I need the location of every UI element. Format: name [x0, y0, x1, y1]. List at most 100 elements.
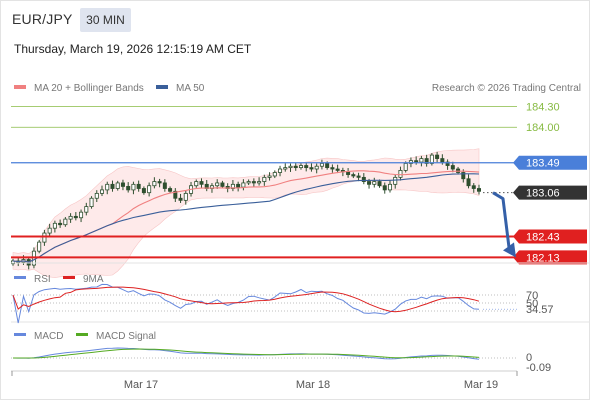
rsi-line — [12, 283, 480, 324]
x-axis-label: Mar 19 — [464, 379, 498, 391]
timeframe-button[interactable]: 30 MIN — [80, 8, 131, 32]
ma20-legend-label: MA 20 + Bollinger Bands — [34, 83, 144, 94]
candle-body — [267, 175, 272, 178]
candle-body — [168, 188, 173, 192]
candle-body — [47, 227, 52, 234]
candle-body — [450, 165, 455, 170]
macd-signal-line — [13, 348, 480, 359]
candle-body — [58, 222, 63, 226]
candle-body — [335, 168, 340, 171]
candle-body — [89, 197, 94, 208]
candle-body — [110, 183, 115, 189]
price-levels: 184.30 184.00 183.49 183.06 182.43 182.13 — [11, 101, 587, 265]
rsi-legend-swatch — [14, 276, 26, 279]
level-label-support: 182.43 — [526, 232, 560, 244]
rsi-last-label: 34.57 — [526, 304, 554, 316]
candle-body — [330, 167, 335, 170]
candle-body — [272, 172, 277, 177]
candle-body — [398, 170, 403, 178]
candle-body — [94, 192, 99, 199]
candle-body — [476, 188, 481, 192]
candle-body — [52, 222, 57, 229]
ma50-legend-swatch — [156, 85, 168, 89]
candle-body — [73, 215, 78, 219]
candle-body — [220, 182, 225, 187]
candle-body — [147, 185, 152, 194]
macd-last-label: -0.09 — [526, 362, 551, 374]
candle-body — [257, 181, 262, 184]
candle-body — [183, 192, 188, 201]
level-label-support: 182.13 — [526, 252, 560, 264]
candle-body — [84, 206, 89, 213]
level-tag-last — [513, 185, 587, 200]
candle-body — [42, 232, 47, 243]
level-tag-support — [513, 250, 587, 265]
candle-body — [199, 181, 204, 185]
ma9-legend-swatch — [63, 276, 75, 279]
candle-body — [246, 181, 251, 184]
candle-body — [68, 215, 73, 220]
candle-body — [419, 158, 424, 163]
rsi-level-label: 70 — [526, 290, 538, 302]
candle-body — [471, 185, 476, 189]
candle-body — [351, 174, 356, 177]
macd-signal-legend-swatch — [76, 333, 88, 336]
candle-body — [157, 181, 162, 184]
candle-body — [262, 176, 267, 182]
candle-body — [251, 181, 256, 184]
macd-signal-legend-label: MACD Signal — [96, 331, 156, 342]
ma50-legend-label: MA 50 — [176, 83, 205, 94]
candle-body — [361, 176, 366, 182]
x-axis-label: Mar 17 — [124, 379, 158, 391]
candle-body — [136, 183, 141, 189]
candle-body — [162, 182, 167, 189]
ma9-legend-label: 9MA — [83, 274, 104, 285]
credit-label: Research © 2026 Trading Central — [432, 83, 581, 94]
candle-body — [377, 181, 382, 187]
candle-body — [105, 183, 110, 191]
candle-body — [309, 167, 314, 170]
candle-body — [414, 160, 419, 163]
candle-body — [173, 190, 178, 199]
candle-body — [79, 211, 84, 219]
macd-legend-swatch — [14, 333, 26, 336]
candle-body — [387, 183, 392, 191]
candle-body — [367, 181, 372, 185]
candle-body — [445, 161, 450, 166]
candle-body — [283, 167, 288, 170]
level-label-pivot: 183.49 — [526, 158, 560, 170]
candle-body — [37, 241, 42, 252]
candle-body — [346, 171, 351, 175]
candle-body — [120, 182, 125, 187]
rsi-legend-label: RSI — [34, 274, 51, 285]
level-label-resistance: 184.30 — [526, 101, 560, 113]
candle-body — [100, 189, 105, 194]
bollinger-band-area — [12, 148, 480, 278]
candle-body — [215, 182, 220, 187]
candle-body — [63, 218, 68, 226]
candle-body — [126, 186, 131, 191]
candle-body — [236, 183, 241, 188]
x-axis: Mar 17 Mar 18 Mar 19 — [11, 371, 518, 391]
candle-body — [356, 175, 361, 178]
candle-body — [178, 197, 183, 201]
candle-body — [319, 163, 324, 167]
x-axis-label: Mar 18 — [296, 379, 330, 391]
macd-legend-label: MACD — [34, 331, 63, 342]
level-label-last: 183.06 — [526, 188, 560, 200]
candle-body — [278, 168, 283, 173]
forecast-arrow-head — [503, 242, 516, 258]
level-label-resistance: 184.00 — [526, 122, 560, 134]
candle-body — [241, 182, 246, 188]
candle-body — [408, 160, 413, 164]
level-tag-pivot — [513, 155, 587, 170]
candle-body — [141, 188, 146, 194]
candle-body — [325, 163, 330, 169]
candle-body — [131, 183, 136, 191]
candle-body — [194, 181, 199, 187]
rsi-ma-line — [12, 286, 480, 313]
candle-body — [382, 185, 387, 191]
